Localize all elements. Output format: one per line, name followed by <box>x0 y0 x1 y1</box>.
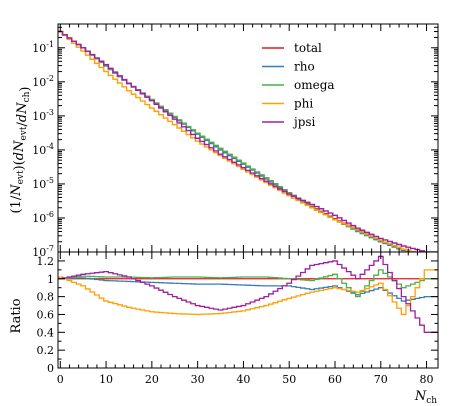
main-y-tick-label: 10-2 <box>32 74 54 89</box>
main-frame <box>57 23 439 253</box>
legend-label-total: total <box>294 41 322 55</box>
legend-label-jpsi: jpsi <box>292 115 316 129</box>
ratio-series-omega <box>58 269 438 298</box>
ratio-panel: 0 0.2 0.4 0.6 0.8 1 1.2 0 10 20 30 40 50 60 70 80 <box>37 251 439 386</box>
ratio-y-tick-label: 0 <box>47 362 54 375</box>
ratio-y-tick-label: 0.8 <box>37 291 55 304</box>
x-tick-label: 0 <box>57 373 64 386</box>
main-y-tick-label: 10-5 <box>32 176 54 191</box>
x-tick-label: 30 <box>191 373 205 386</box>
x-tick-label: 10 <box>99 373 113 386</box>
x-tick-label: 40 <box>236 373 250 386</box>
ratio-y-tick-label: 0.6 <box>37 308 55 321</box>
ratio-y-tick-label: 1.2 <box>37 255 55 268</box>
ratio-series-rho <box>58 277 438 302</box>
legend: total rho omega phi jpsi <box>262 41 335 129</box>
main-series-jpsi <box>58 30 438 252</box>
ratio-series-phi <box>58 269 438 316</box>
x-tick-label: 70 <box>374 373 388 386</box>
main-series-omega <box>58 30 416 252</box>
legend-label-rho: rho <box>294 60 315 74</box>
main-y-tick-label: 10-7 <box>32 244 54 259</box>
legend-label-phi: phi <box>294 97 313 111</box>
main-y-tick-label: 10-1 <box>32 40 54 55</box>
x-tick-label: 50 <box>282 373 296 386</box>
legend-label-omega: omega <box>294 78 335 92</box>
x-axis-label: Nch <box>414 389 437 406</box>
ratio-y-axis-label: Ratio <box>9 298 24 333</box>
main-series-rho <box>58 30 412 252</box>
main-y-tick-label: 10-4 <box>32 142 54 157</box>
ratio-y-tick-label: 0.2 <box>37 344 55 357</box>
main-y-axis-label: (1/Nevt)(dNevt/dNch) <box>9 86 33 213</box>
x-tick-label: 20 <box>145 373 159 386</box>
main-series-total <box>58 30 416 252</box>
main-series-phi <box>58 30 416 252</box>
ratio-series-jpsi <box>58 255 438 333</box>
main-y-tick-label: 10-3 <box>32 108 54 123</box>
x-tick-label: 80 <box>420 373 434 386</box>
main-y-tick-label: 10-6 <box>32 210 54 225</box>
ratio-y-tick-label: 1 <box>47 273 54 286</box>
main-panel: 10-1 10-2 10-3 10-4 10-5 10-6 10-7 <box>32 23 439 259</box>
x-tick-label: 60 <box>328 373 342 386</box>
ratio-y-tick-label: 0.4 <box>37 326 55 339</box>
ratio-frame <box>57 251 439 369</box>
